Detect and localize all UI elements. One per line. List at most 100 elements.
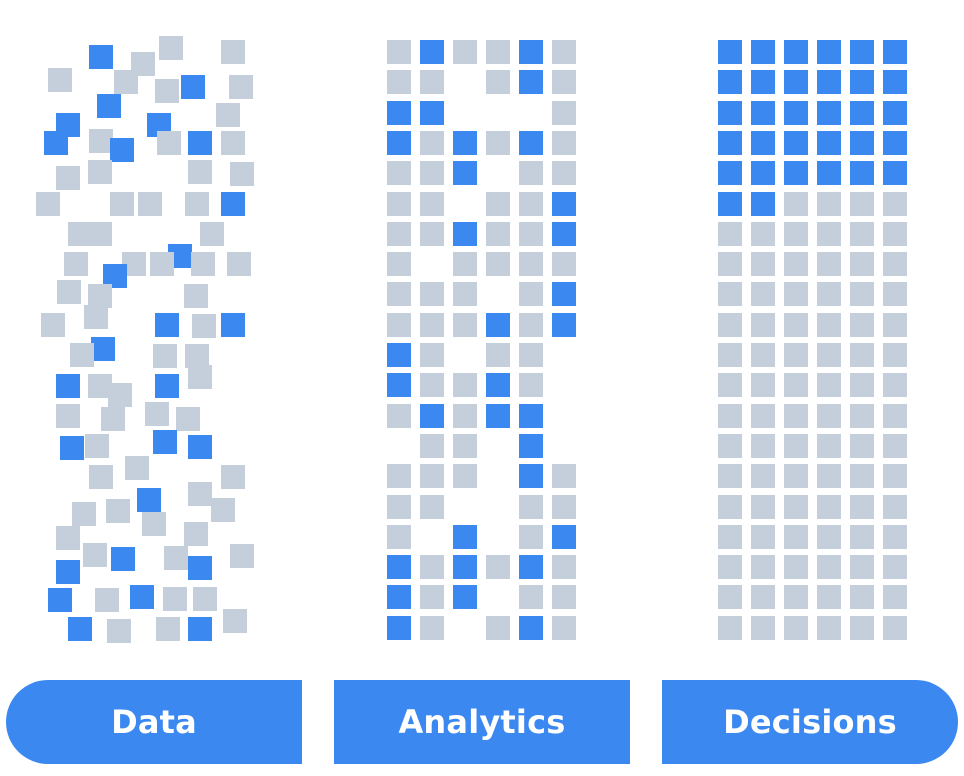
analytics-cell-highlighted bbox=[519, 403, 543, 428]
decision-cell bbox=[883, 373, 907, 398]
decision-cell bbox=[751, 615, 775, 640]
data-point bbox=[89, 465, 113, 489]
decision-cell bbox=[784, 433, 808, 458]
decision-cell bbox=[751, 373, 775, 398]
decision-cell-highlighted bbox=[850, 161, 874, 186]
analytics-cell bbox=[552, 585, 576, 610]
analytics-cell bbox=[519, 161, 543, 186]
data-point bbox=[230, 162, 254, 186]
data-point bbox=[85, 434, 109, 458]
data-point bbox=[229, 75, 253, 99]
decision-cell bbox=[883, 221, 907, 246]
data-point bbox=[230, 544, 254, 568]
decision-cell bbox=[784, 252, 808, 277]
decision-cell-highlighted bbox=[850, 130, 874, 155]
analytics-cell bbox=[552, 130, 576, 155]
decision-cell-highlighted bbox=[751, 40, 775, 64]
analytics-cell bbox=[420, 70, 444, 95]
decision-cell-highlighted bbox=[784, 100, 808, 125]
analytics-cell bbox=[420, 282, 444, 307]
analytics-cell-highlighted bbox=[552, 282, 576, 307]
decision-cell bbox=[784, 191, 808, 216]
decision-cell bbox=[817, 464, 841, 489]
decision-cell bbox=[817, 343, 841, 367]
analytics-cell bbox=[387, 191, 411, 216]
analytics-cell-highlighted bbox=[387, 615, 411, 640]
decision-cell bbox=[850, 282, 874, 307]
decision-cell bbox=[751, 221, 775, 246]
decision-cell bbox=[883, 433, 907, 458]
data-point bbox=[221, 40, 245, 64]
data-point bbox=[188, 160, 212, 184]
analytics-cell bbox=[453, 312, 477, 337]
data-point bbox=[223, 609, 247, 633]
analytics-cell bbox=[486, 615, 510, 640]
decision-cell-highlighted bbox=[784, 70, 808, 95]
data-label: Data bbox=[111, 703, 197, 741]
analytics-cell-highlighted bbox=[486, 373, 510, 398]
data-point bbox=[155, 79, 179, 103]
data-point bbox=[56, 166, 80, 190]
decision-cell bbox=[784, 373, 808, 398]
data-point bbox=[200, 222, 224, 246]
analytics-label-pill: Analytics bbox=[334, 680, 630, 764]
decision-cell bbox=[817, 555, 841, 580]
data-point bbox=[107, 619, 131, 643]
decision-cell bbox=[751, 252, 775, 277]
analytics-cell bbox=[552, 70, 576, 95]
decision-cell bbox=[817, 191, 841, 216]
data-point-highlighted bbox=[111, 547, 135, 571]
data-point bbox=[157, 131, 181, 155]
decision-cell bbox=[784, 524, 808, 549]
data-point bbox=[70, 343, 94, 367]
analytics-cell bbox=[519, 252, 543, 277]
decision-cell bbox=[850, 373, 874, 398]
analytics-cell bbox=[552, 252, 576, 277]
data-point bbox=[89, 129, 113, 153]
decision-cell bbox=[883, 191, 907, 216]
analytics-cell bbox=[387, 464, 411, 489]
data-point bbox=[57, 280, 81, 304]
decision-cell bbox=[751, 343, 775, 367]
data-point bbox=[48, 68, 72, 92]
analytics-cell bbox=[420, 585, 444, 610]
decision-cell bbox=[751, 282, 775, 307]
data-point bbox=[211, 498, 235, 522]
analytics-cell bbox=[420, 433, 444, 458]
decisions-label-pill: Decisions bbox=[662, 680, 958, 764]
decision-cell bbox=[817, 494, 841, 519]
data-point bbox=[164, 546, 188, 570]
decision-cell-highlighted bbox=[718, 70, 742, 95]
data-point bbox=[106, 499, 130, 523]
decision-cell-highlighted bbox=[784, 130, 808, 155]
analytics-cell-highlighted bbox=[552, 524, 576, 549]
data-point bbox=[88, 160, 112, 184]
decision-cell bbox=[850, 191, 874, 216]
decision-cell bbox=[784, 403, 808, 428]
data-point bbox=[153, 344, 177, 368]
data-point bbox=[221, 131, 245, 155]
decision-cell bbox=[784, 343, 808, 367]
decision-cell-highlighted bbox=[751, 161, 775, 186]
decision-cell bbox=[718, 312, 742, 337]
analytics-cell bbox=[387, 40, 411, 64]
data-point bbox=[110, 192, 134, 216]
data-point bbox=[184, 284, 208, 308]
decision-cell-highlighted bbox=[718, 100, 742, 125]
data-point bbox=[64, 252, 88, 276]
analytics-cell bbox=[519, 585, 543, 610]
analytics-cell-highlighted bbox=[453, 555, 477, 580]
analytics-cell bbox=[552, 40, 576, 64]
data-point-highlighted bbox=[130, 585, 154, 609]
analytics-cell-highlighted bbox=[519, 464, 543, 489]
decision-cell bbox=[883, 494, 907, 519]
analytics-cell bbox=[453, 373, 477, 398]
data-point bbox=[108, 383, 132, 407]
data-point bbox=[159, 36, 183, 60]
data-point bbox=[101, 407, 125, 431]
data-point-highlighted bbox=[153, 430, 177, 454]
analytics-cell-highlighted bbox=[387, 585, 411, 610]
decision-cell bbox=[751, 555, 775, 580]
analytics-cell bbox=[420, 615, 444, 640]
